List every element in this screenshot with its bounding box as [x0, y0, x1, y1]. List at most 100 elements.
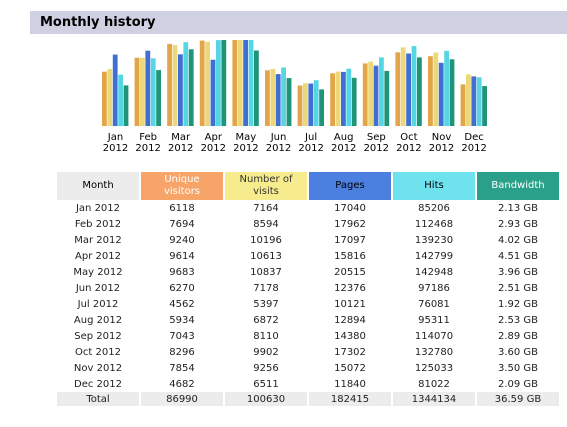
cell-unique-visitors: 7854	[169, 362, 195, 374]
cell-bandwidth: 2.09 GB	[497, 378, 539, 390]
x-tick-label-year: 2012	[168, 143, 193, 154]
bar-hits	[281, 67, 286, 126]
cell-unique-visitors: 6118	[169, 202, 195, 214]
table-row: Aug 2012 5934 6872 12894 95311 2.53 GB	[57, 312, 559, 328]
x-tick-label-month: Sep	[367, 132, 386, 143]
bar-unique	[134, 57, 140, 127]
col-header-pages: Pages	[309, 172, 391, 200]
cell-pages: 17302	[334, 346, 366, 358]
table-row: Feb 2012 7694 8594 17962 112468 2.93 GB	[57, 216, 559, 232]
cell-hits: 142799	[414, 250, 454, 262]
bar-pages	[145, 50, 151, 127]
bar-bandwidth	[123, 85, 129, 126]
x-tick-label-month: Jan	[107, 132, 123, 143]
bar-hits	[248, 40, 254, 126]
x-tick-label-year: 2012	[298, 143, 323, 154]
bar-bandwidth	[384, 70, 390, 126]
bar-visits	[303, 83, 308, 126]
bar-bandwidth	[482, 86, 487, 126]
cell-unique-visitors: 4682	[169, 378, 195, 390]
bar-pages	[243, 40, 248, 126]
cell-visits: 10196	[250, 234, 282, 246]
cell-unique-visitors: 6270	[169, 282, 195, 294]
cell-pages: 12894	[334, 314, 366, 326]
x-tick-label-year: 2012	[429, 143, 454, 154]
cell-hits: 132780	[414, 346, 454, 358]
cell-bandwidth: 3.96 GB	[497, 266, 539, 278]
bar-bandwidth	[188, 49, 194, 126]
cell-hits: 95311	[418, 314, 450, 326]
cell-hits: 142948	[414, 266, 454, 278]
x-tick-label-month: Mar	[171, 132, 191, 143]
cell-visits: 6511	[253, 378, 279, 390]
x-tick-label-year: 2012	[266, 143, 291, 154]
cell-hits: 97186	[418, 282, 450, 294]
section-title: Monthly history	[40, 15, 156, 30]
x-tick-label-year: 2012	[135, 143, 160, 154]
bar-visits	[335, 71, 341, 126]
x-tick-label-month: Jul	[304, 132, 317, 143]
cell-visits: 8110	[253, 330, 279, 342]
cell-visits: 10613	[250, 250, 282, 262]
bar-unique	[265, 70, 270, 126]
cell-month: May 2012	[73, 266, 123, 278]
bar-pages	[275, 74, 281, 126]
total-pages: 182415	[309, 392, 391, 406]
bar-hits	[444, 50, 449, 126]
cell-visits: 7164	[253, 202, 279, 214]
bar-unique	[167, 43, 172, 126]
bar-unique	[199, 40, 205, 126]
cell-unique-visitors: 9614	[169, 250, 195, 262]
bar-bandwidth	[449, 59, 455, 126]
bar-bandwidth	[286, 78, 292, 126]
cell-unique-visitors: 4562	[169, 298, 195, 310]
cell-pages: 14380	[334, 330, 366, 342]
bar-unique	[297, 85, 303, 126]
table-row: Nov 2012 7854 9256 15072 125033 3.50 GB	[57, 360, 559, 376]
bar-pages	[406, 53, 411, 126]
table-row: Jun 2012 6270 7178 12376 97186 2.51 GB	[57, 280, 559, 296]
cell-pages: 17962	[334, 218, 366, 230]
bar-hits	[183, 42, 189, 127]
cell-visits: 7178	[253, 282, 279, 294]
bar-visits	[107, 69, 113, 126]
cell-pages: 17097	[334, 234, 366, 246]
bar-pages	[438, 62, 444, 126]
cell-bandwidth: 2.13 GB	[497, 202, 539, 214]
bar-pages	[373, 65, 379, 126]
cell-bandwidth: 2.89 GB	[497, 330, 539, 342]
cell-pages: 15816	[334, 250, 366, 262]
cell-month: Aug 2012	[73, 314, 123, 326]
table-body: Jan 2012 6118 7164 17040 85206 2.13 GB Feb 201…	[57, 200, 559, 392]
cell-bandwidth: 4.51 GB	[497, 250, 539, 262]
total-label: Total	[57, 392, 139, 406]
bar-pages	[471, 76, 477, 126]
cell-month: Mar 2012	[74, 234, 122, 246]
table-row: May 2012 9683 10837 20515 142948 3.96 GB	[57, 264, 559, 280]
x-tick-label-month: Feb	[139, 132, 157, 143]
cell-pages: 17040	[334, 202, 366, 214]
cell-hits: 76081	[418, 298, 450, 310]
bar-bandwidth	[319, 89, 324, 126]
cell-pages: 15072	[334, 362, 366, 374]
col-header-bandwidth: Bandwidth	[477, 172, 559, 200]
bar-bandwidth	[417, 57, 422, 126]
bar-hits	[346, 68, 352, 126]
cell-unique-visitors: 8296	[169, 346, 195, 358]
x-tick-label-year: 2012	[331, 143, 356, 154]
cell-hits: 125033	[414, 362, 454, 374]
cell-hits: 139230	[414, 234, 454, 246]
monthly-stats-table: Month Unique visitors Number of visits P…	[55, 172, 561, 406]
x-tick-label-year: 2012	[364, 143, 389, 154]
bar-pages	[341, 71, 346, 126]
x-tick-label-year: 2012	[461, 143, 486, 154]
cell-month: Nov 2012	[73, 362, 123, 374]
bar-hits	[216, 40, 221, 126]
cell-month: Jul 2012	[77, 298, 119, 310]
x-tick-label-year: 2012	[233, 143, 258, 154]
bar-pages	[308, 83, 314, 126]
cell-visits: 5397	[253, 298, 279, 310]
cell-unique-visitors: 7043	[169, 330, 195, 342]
bar-visits	[205, 41, 210, 126]
cell-month: Jan 2012	[75, 202, 121, 214]
